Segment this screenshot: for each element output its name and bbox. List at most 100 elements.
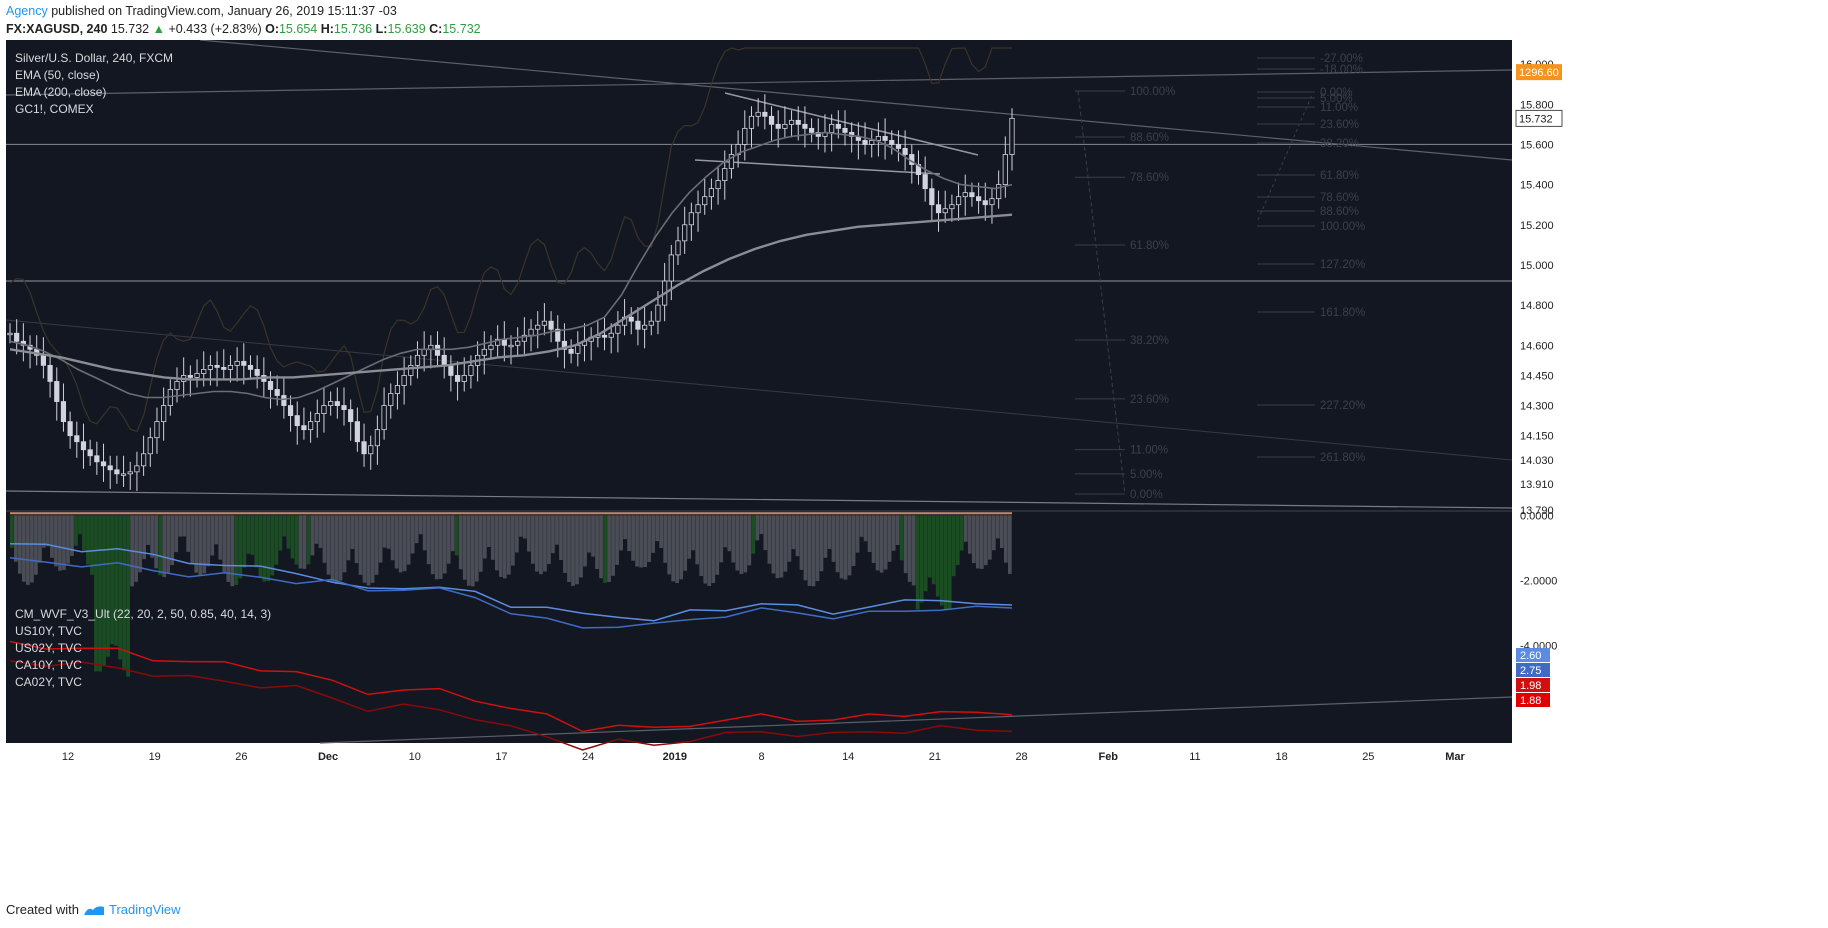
wvf-bar (727, 515, 732, 552)
wvf-bar (659, 515, 664, 548)
y-tick-label: 15.200 (1520, 220, 1554, 232)
wvf-bar (679, 515, 684, 580)
wvf-bar (555, 515, 559, 545)
wvf-bar (142, 515, 146, 560)
legend-ema200[interactable]: EMA (200, close) (15, 85, 107, 99)
y-tick-label: 14.150 (1520, 431, 1554, 443)
fib-ext-label: 23.60% (1320, 119, 1359, 131)
wvf-bar (246, 515, 251, 554)
wvf-bar (106, 515, 110, 657)
publish-line: Agency published on TradingView.com, Jan… (6, 2, 481, 20)
y-tick-label: 14.600 (1520, 340, 1554, 352)
wvf-bar (883, 515, 888, 570)
candle-body (1002, 154, 1008, 186)
wvf-bar (226, 515, 231, 582)
candle-body (488, 344, 494, 350)
wvf-bar (326, 515, 331, 575)
wvf-bar (943, 515, 948, 610)
wvf-bar (859, 515, 864, 537)
legend-us02y[interactable]: US02Y, TVC (15, 641, 82, 655)
wvf-bar (631, 515, 635, 561)
legend-main-series[interactable]: Silver/U.S. Dollar, 240, FXCM (15, 51, 174, 65)
legend-ca10y[interactable]: CA10Y, TVC (15, 658, 82, 672)
yield-line-us10y (9, 543, 1013, 622)
candle-body (915, 164, 922, 175)
candle-body (495, 338, 501, 346)
wvf-bar (819, 515, 824, 572)
candle-body (94, 455, 100, 463)
author-link[interactable]: Agency (6, 4, 48, 18)
candle-body (969, 192, 975, 198)
candle-body (528, 328, 534, 336)
wvf-bar (98, 515, 102, 672)
candle-body (60, 401, 67, 423)
candle-body (702, 196, 708, 206)
x-tick-label: 25 (1362, 751, 1374, 763)
wvf-bar (406, 515, 411, 565)
wvf-bar (66, 515, 70, 564)
wvf-bar (955, 515, 960, 565)
fib-level-label: 11.00% (1130, 445, 1168, 457)
candle-body (274, 389, 280, 396)
wvf-bar (531, 515, 535, 564)
candle-body (234, 360, 240, 366)
fib-ext-label: 161.80% (1320, 307, 1365, 319)
chart-canvas[interactable]: 12 19 26 Dec 10 17 24 2019 8 14 21 28 Feb 11 18 25 Mar 15… (0, 40, 1828, 898)
candle-body (334, 401, 340, 406)
wvf-bar (258, 515, 263, 577)
candle-body (348, 409, 354, 423)
x-tick-label: 2019 (663, 751, 687, 763)
wvf-bar (623, 515, 627, 540)
wvf-bar (338, 515, 343, 581)
wvf-bar (22, 515, 26, 582)
legend-wvf[interactable]: CM_WVF_V3_Ult (22, 20, 2, 50, 0.85, 40, … (15, 607, 272, 621)
wvf-bar (498, 515, 503, 577)
yield-value-tag: 2.75 (1520, 665, 1541, 677)
x-tick-label: 17 (495, 751, 507, 763)
wvf-bar (663, 515, 668, 563)
open-label: O: (265, 22, 279, 36)
candle-body (815, 131, 821, 137)
low-value: 15.639 (387, 22, 426, 36)
wvf-bar (823, 515, 828, 558)
wvf-bar (306, 515, 311, 565)
candle-body (728, 154, 735, 169)
candle-body (100, 461, 107, 467)
wvf-bar (490, 515, 495, 560)
candle-body (795, 119, 801, 125)
candle-body (802, 123, 808, 129)
wvf-bar (767, 515, 772, 564)
legend-ca02y[interactable]: CA02Y, TVC (15, 675, 82, 689)
wvf-bar (743, 515, 748, 573)
candle-body (655, 304, 661, 322)
wvf-bar (571, 515, 575, 586)
candle-body (381, 405, 387, 431)
legend-ema50[interactable]: EMA (50, close) (15, 68, 100, 82)
pane-divider (6, 510, 1512, 512)
wvf-bar (627, 515, 631, 552)
legend-gold[interactable]: GC1!, COMEX (15, 102, 94, 116)
wvf-bar (174, 515, 179, 553)
wvf-bar (234, 515, 239, 585)
high-value: 15.736 (333, 22, 373, 36)
wvf-bar (935, 515, 940, 597)
wvf-bar (186, 515, 191, 552)
wvf-bar (599, 515, 603, 579)
wvf-bar (46, 515, 50, 547)
wvf-bar (899, 515, 904, 561)
x-tick-label: 11 (1189, 751, 1200, 763)
yield-value-tag: 2.60 (1520, 650, 1541, 662)
wvf-bar (402, 515, 407, 572)
wvf-bar (294, 515, 299, 565)
candle-body (454, 375, 461, 382)
wvf-bar (230, 515, 235, 587)
wvf-bar (759, 515, 764, 535)
x-tick-label: 8 (758, 751, 764, 763)
wvf-bar (807, 515, 812, 586)
candle-body (1009, 117, 1015, 155)
candle-body (80, 441, 87, 451)
legend-us10y[interactable]: US10Y, TVC (15, 624, 82, 638)
tradingview-link[interactable]: TradingView (108, 902, 181, 917)
wvf-bar (979, 515, 984, 569)
wvf-bar (687, 515, 692, 559)
